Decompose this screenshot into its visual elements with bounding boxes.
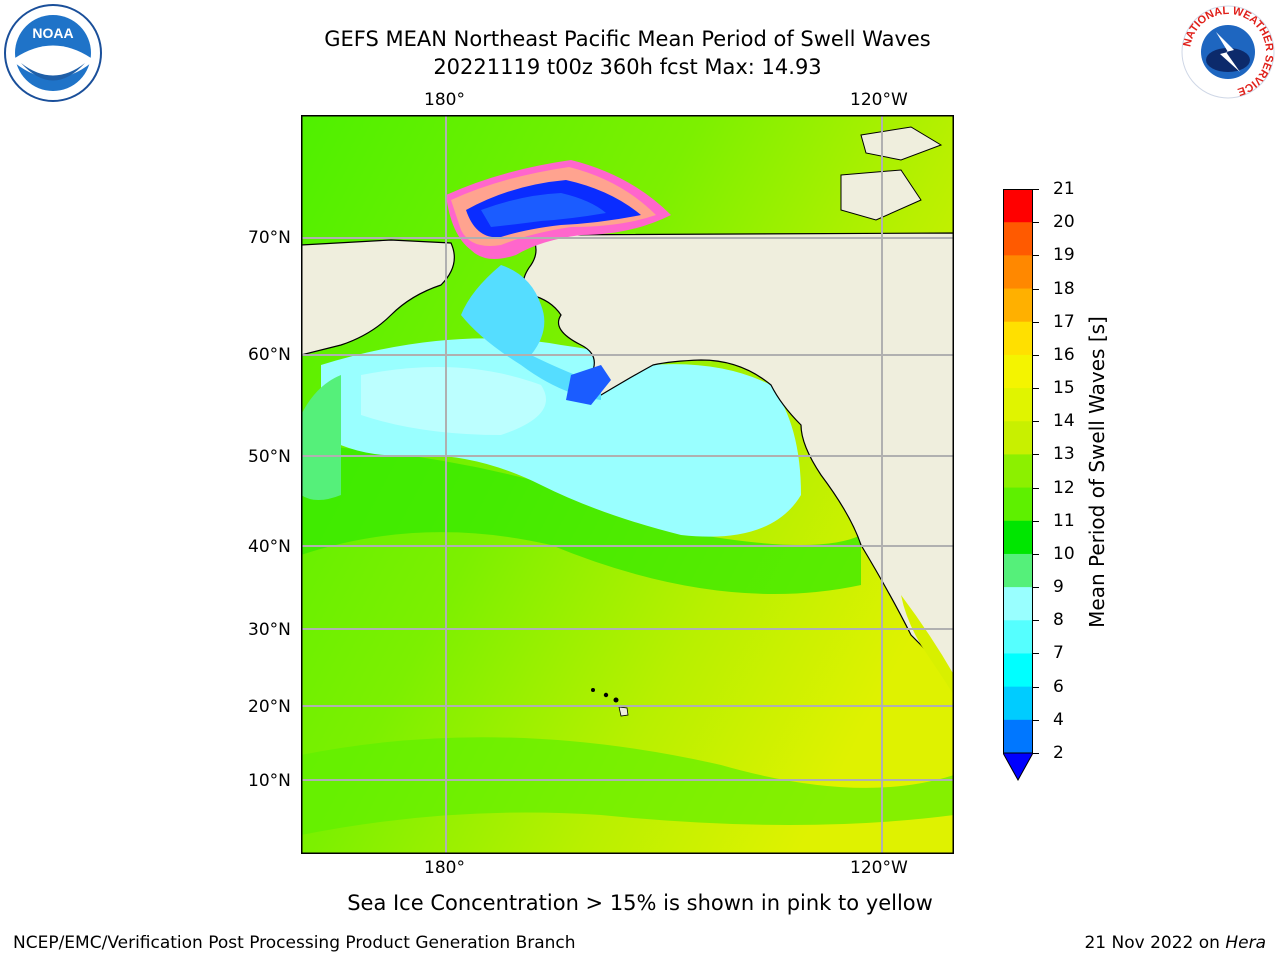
graticule (301, 115, 954, 854)
hawaii-big (618, 706, 629, 717)
colorbar-segment (1003, 321, 1033, 356)
colorbar-segment (1003, 553, 1033, 588)
colorbar-tick-label: 20 (1053, 212, 1075, 233)
colorbar-segment (1003, 255, 1033, 290)
green-coast (301, 375, 341, 500)
colorbar-tick-label: 10 (1053, 543, 1075, 564)
colorbar-tick-mark (1033, 753, 1039, 754)
lon-label-bottom-180: 180° (424, 858, 465, 878)
colorbar-segment (1003, 686, 1033, 721)
colorbar-tick-label: 19 (1053, 245, 1075, 266)
colorbar-tick-mark (1033, 222, 1039, 224)
colorbar-frame (1003, 189, 1033, 753)
hawaii-2 (603, 692, 609, 698)
colorbar-tick-mark (1033, 520, 1039, 522)
map-subtitle: 20221119 t00z 360h fcst Max: 14.93 (433, 55, 822, 79)
colorbar-segment (1003, 454, 1033, 489)
colorbar-tick-label: 8 (1053, 610, 1064, 631)
colorbar-tick-mark (1033, 189, 1039, 190)
bering-blue (566, 365, 611, 405)
colorbar-segment (1003, 388, 1033, 422)
lat-label-40n: 40°N (248, 537, 291, 557)
colorbar-segment (1003, 520, 1033, 555)
land-siberia (301, 239, 455, 356)
colorbar-tick-label: 18 (1053, 278, 1075, 299)
noaa-logo: NOAA (3, 3, 103, 103)
colorbar-tick-label: 21 (1053, 179, 1075, 199)
colorbar-extend-arrow (1002, 752, 1034, 782)
footer-date: 21 Nov 2022 on Hera (1084, 933, 1266, 953)
colorbar-tick-label: 12 (1053, 477, 1075, 498)
colorbar-segment (1003, 587, 1033, 621)
colorbar-segment (1003, 487, 1033, 522)
arctic-blue-inner (481, 193, 606, 227)
colorbar-tick-mark (1033, 321, 1039, 323)
colorbar-tick-label: 11 (1053, 510, 1075, 531)
colorbar-segment (1003, 719, 1033, 754)
lat-label-30n: 30°N (248, 620, 291, 640)
colorbar (1002, 189, 1034, 782)
colorbar-tick-label: 14 (1053, 411, 1075, 432)
colorbar-segment (1003, 653, 1033, 688)
colorbar-segment (1003, 288, 1033, 323)
colorbar-tick-mark (1033, 454, 1039, 456)
footer-credit: NCEP/EMC/Verification Post Processing Pr… (13, 933, 576, 953)
colorbar-tick-label: 2 (1053, 743, 1064, 763)
map-frame (301, 115, 954, 854)
map-panel (301, 115, 954, 854)
colorbar-tick-label: 17 (1053, 311, 1075, 332)
colorbar-tick-mark (1033, 686, 1039, 688)
hawaii-3 (613, 697, 619, 703)
lat-label-20n: 20°N (248, 697, 291, 717)
colorbar-tick-label: 9 (1053, 577, 1064, 598)
colorbar-tick-label: 13 (1053, 444, 1075, 465)
colorbar-tick-label: 15 (1053, 378, 1075, 399)
nws-logo: NATIONAL WEATHER SERVICE (1178, 2, 1278, 102)
green-band (301, 737, 954, 835)
colorbar-tick-label: 16 (1053, 344, 1075, 365)
footer-date-text: 21 Nov 2022 on (1084, 933, 1226, 953)
lon-label-top-180: 180° (424, 90, 465, 110)
colorbar-tick-mark (1033, 388, 1039, 390)
colorbar-tick-mark (1033, 587, 1039, 589)
colorbar-tick-mark (1033, 288, 1039, 290)
colorbar-segment (1003, 222, 1033, 256)
gulf-california (901, 595, 954, 695)
colorbar-tick-mark (1033, 653, 1039, 655)
colorbar-tick-mark (1033, 719, 1039, 721)
green-belt (301, 445, 861, 594)
footer-host: Hera (1225, 933, 1266, 953)
bering-channel (461, 265, 601, 400)
sea-ice-note: Sea Ice Concentration > 15% is shown in … (347, 891, 933, 915)
lat-label-10n: 10°N (248, 771, 291, 791)
colorbar-tick-mark (1033, 255, 1039, 257)
colorbar-tick-mark (1033, 421, 1039, 423)
colorbar-segment (1003, 189, 1033, 223)
colorbar-tick-label: 7 (1053, 643, 1064, 664)
lon-label-bottom-120w: 120°W (850, 858, 908, 878)
colorbar-label: Mean Period of Swell Waves [s] (1085, 316, 1109, 628)
colorbar-segment (1003, 421, 1033, 455)
lat-label-60n: 60°N (248, 345, 291, 365)
colorbar-tick-mark (1033, 354, 1039, 356)
colorbar-tick-label: 4 (1053, 709, 1064, 730)
colorbar-tick-label: 6 (1053, 676, 1064, 697)
colorbar-segment (1003, 354, 1033, 389)
svg-text:NOAA: NOAA (32, 25, 73, 41)
hawaii-1 (591, 688, 595, 692)
lat-label-50n: 50°N (248, 447, 291, 467)
colorbar-tick-mark (1033, 487, 1039, 489)
lon-label-top-120w: 120°W (850, 90, 908, 110)
colorbar-segment (1003, 620, 1033, 654)
map-title: GEFS MEAN Northeast Pacific Mean Period … (324, 27, 931, 51)
colorbar-tick-mark (1033, 553, 1039, 555)
cyan-light (361, 367, 546, 435)
colorbar-tick-mark (1033, 620, 1039, 622)
lat-label-70n: 70°N (248, 228, 291, 248)
